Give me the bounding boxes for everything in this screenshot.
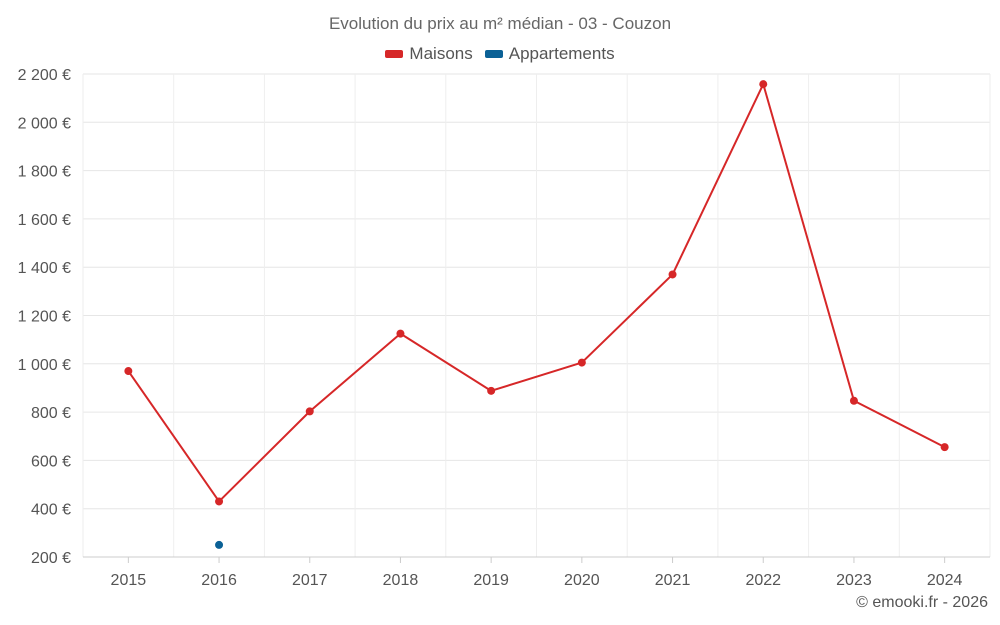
legend-swatch-appartements bbox=[484, 50, 503, 58]
data-point-appartements[interactable] bbox=[215, 540, 224, 549]
y-tick-label: 2 000 € bbox=[18, 115, 71, 132]
y-tick-label: 600 € bbox=[31, 453, 71, 470]
data-point-maisons[interactable] bbox=[305, 407, 314, 416]
y-tick-label: 1 200 € bbox=[18, 309, 71, 326]
x-tick-label: 2017 bbox=[292, 572, 328, 589]
data-point-maisons[interactable] bbox=[487, 386, 496, 395]
x-tick-label: 2015 bbox=[111, 572, 147, 589]
y-tick-label: 1 600 € bbox=[18, 212, 71, 229]
y-tick-label: 400 € bbox=[31, 502, 71, 519]
y-tick-label: 1 400 € bbox=[18, 260, 71, 277]
x-tick-label: 2022 bbox=[745, 572, 781, 589]
x-tick-label: 2018 bbox=[383, 572, 419, 589]
data-point-maisons[interactable] bbox=[940, 443, 949, 452]
data-point-maisons[interactable] bbox=[849, 396, 858, 405]
series-line-maisons bbox=[127, 83, 946, 503]
y-tick-label: 200 € bbox=[31, 550, 71, 567]
credit-text: © emooki.fr - 2026 bbox=[856, 594, 988, 611]
data-point-maisons[interactable] bbox=[759, 80, 768, 89]
legend-item-appartements[interactable]: Appartements bbox=[484, 44, 615, 64]
data-point-maisons[interactable] bbox=[577, 358, 586, 367]
legend-label-appartements: Appartements bbox=[508, 44, 615, 63]
legend-item-maisons[interactable]: Maisons bbox=[385, 44, 473, 64]
x-tick-label: 2023 bbox=[836, 572, 872, 589]
legend-swatch-maisons bbox=[385, 50, 404, 58]
data-point-maisons[interactable] bbox=[124, 367, 133, 376]
x-tick-label: 2021 bbox=[655, 572, 691, 589]
x-tick-label: 2024 bbox=[927, 572, 963, 589]
legend: Maisons Appartements bbox=[0, 44, 1000, 64]
chart-title: Evolution du prix au m² médian - 03 - Co… bbox=[328, 14, 672, 33]
legend-label-maisons: Maisons bbox=[409, 44, 473, 63]
y-tick-label: 2 200 € bbox=[18, 67, 71, 84]
data-point-maisons[interactable] bbox=[396, 329, 405, 338]
y-tick-label: 1 000 € bbox=[18, 357, 71, 374]
x-tick-label: 2020 bbox=[564, 572, 600, 589]
y-tick-label: 800 € bbox=[31, 405, 71, 422]
y-tick-label: 1 800 € bbox=[18, 164, 71, 181]
data-point-maisons[interactable] bbox=[215, 497, 224, 506]
x-tick-label: 2019 bbox=[473, 572, 509, 589]
data-point-maisons[interactable] bbox=[668, 270, 677, 279]
x-tick-label: 2016 bbox=[201, 572, 237, 589]
